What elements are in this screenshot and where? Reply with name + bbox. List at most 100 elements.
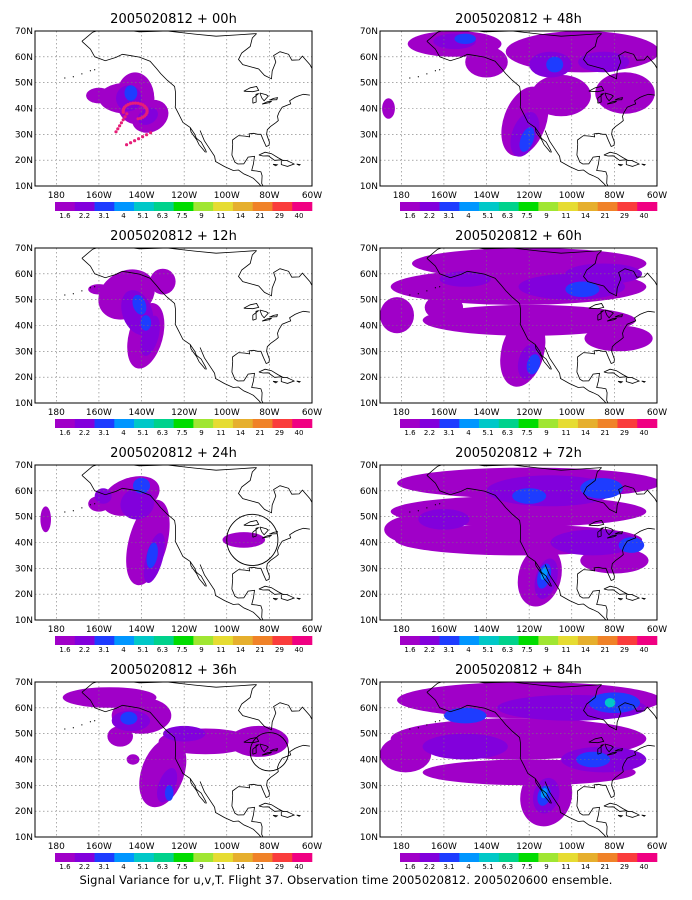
lat-tick-label: 60N [15,487,33,497]
colorbar-swatch [55,853,76,862]
map-panel-48h: 2005020812 + 48h 180 160W 140W 120W 100W 80W 60… [360,12,667,220]
colorbar-label: 11 [217,863,226,871]
colorbar-swatch [498,636,519,645]
lon-tick-label: 100W [214,191,240,201]
variance-contour [120,488,155,520]
colorbar-label: 5.1 [137,646,148,654]
lon-tick-label: 140W [473,842,499,852]
colorbar-label: 6.3 [502,212,513,220]
colorbar-swatch [55,636,76,645]
lat-tick-label: 60N [15,704,33,714]
variance-contour [120,711,138,725]
gridlines [380,248,657,403]
colorbar-swatch [459,853,480,862]
colorbar-label: 7.5 [521,646,532,654]
lon-tick-label: 120W [171,408,197,418]
variance-contour [604,698,616,708]
colorbar-swatch [400,202,421,211]
colorbar-label: 5.1 [482,429,493,437]
lat-tick-label: 10N [360,833,378,843]
colorbar-label: 1.6 [404,212,416,220]
colorbar-swatch [292,419,313,428]
lon-tick-label: 80W [259,625,279,635]
colorbar-label: 40 [295,429,304,437]
lat-tick-label: 10N [360,182,378,192]
lon-tick-label: 140W [473,191,499,201]
colorbar-label: 40 [295,646,304,654]
colorbar-swatch [419,419,440,428]
lat-tick-label: 50N [15,296,33,306]
colorbar-label: 5.1 [137,212,148,220]
colorbar-swatch [518,853,539,862]
lat-tick-label: 50N [15,730,33,740]
lon-tick-label: 60W [647,408,667,418]
variance-contour [584,325,653,352]
map-frame [34,247,313,404]
colorbar-swatch [153,636,174,645]
variance-contour [380,736,432,773]
map-panel-60h: 2005020812 + 60h 180 160W 140W 120W 100W 80W 60… [360,229,667,437]
colorbar-label: 1.6 [404,646,416,654]
colorbar-swatch [518,419,539,428]
variance-contour [380,297,414,334]
lat-tick-label: 40N [360,105,378,115]
lat-tick-label: 40N [15,105,33,115]
lon-tick-label: 120W [516,625,542,635]
colorbar-swatch [459,419,480,428]
colorbar-label: 21 [601,863,610,871]
lat-tick-label: 60N [360,53,378,63]
colorbar-label: 5.1 [137,429,148,437]
colorbar-swatch [617,419,638,428]
variance-contour [565,281,600,298]
colorbar-label: 29 [275,212,284,220]
variance-contour [454,33,476,44]
colorbar-label: 29 [620,212,629,220]
colorbar-swatch [597,202,618,211]
lat-tick-label: 70N [15,27,33,37]
variance-contour [150,268,176,295]
colorbar: 1.6 2.2 3.1 4 5.1 6.3 7.5 9 11 14 21 29 40 [400,636,658,654]
colorbar-swatch [617,202,638,211]
colorbar-label: 4 [466,212,471,220]
colorbar-swatch [439,636,460,645]
colorbar-label: 2.2 [79,646,90,654]
figure-caption: Signal Variance for u,v,T. Flight 37. Ob… [79,873,613,887]
coastlines [64,248,312,403]
lat-tick-label: 30N [360,781,378,791]
lat-tick-label: 70N [360,244,378,254]
colorbar-label: 9 [544,212,548,220]
colorbar-swatch [193,419,214,428]
colorbar-swatch [213,202,234,211]
lat-tick-label: 30N [15,347,33,357]
lat-tick-label: 40N [360,539,378,549]
lat-tick-label: 10N [15,616,33,626]
lon-tick-label: 140W [128,191,154,201]
colorbar-label: 2.2 [424,646,435,654]
colorbar-swatch [498,853,519,862]
colorbar-swatch [637,202,658,211]
lon-tick-label: 160W [431,842,457,852]
lat-tick-label: 20N [360,590,378,600]
colorbar-label: 1.6 [59,212,71,220]
variance-contour [418,509,470,530]
colorbar-swatch [252,853,273,862]
colorbar-swatch [272,419,293,428]
lat-tick-label: 20N [360,807,378,817]
colorbar-label: 9 [544,646,548,654]
colorbar-label: 7.5 [176,646,187,654]
colorbar-label: 1.6 [404,863,416,871]
colorbar-label: 9 [544,863,548,871]
colorbar-label: 6.3 [502,863,513,871]
gridlines [35,31,312,186]
colorbar-swatch [498,202,519,211]
colorbar-swatch [232,419,253,428]
colorbar-label: 29 [275,429,284,437]
colorbar-label: 7.5 [521,212,532,220]
lat-tick-label: 60N [360,487,378,497]
lat-tick-label: 10N [15,182,33,192]
colorbar-label: 3.1 [443,863,454,871]
lon-tick-label: 180 [48,625,65,635]
colorbar-swatch [134,202,155,211]
colorbar: 1.6 2.2 3.1 4 5.1 6.3 7.5 9 11 14 21 29 40 [55,853,313,871]
colorbar-swatch [173,202,194,211]
